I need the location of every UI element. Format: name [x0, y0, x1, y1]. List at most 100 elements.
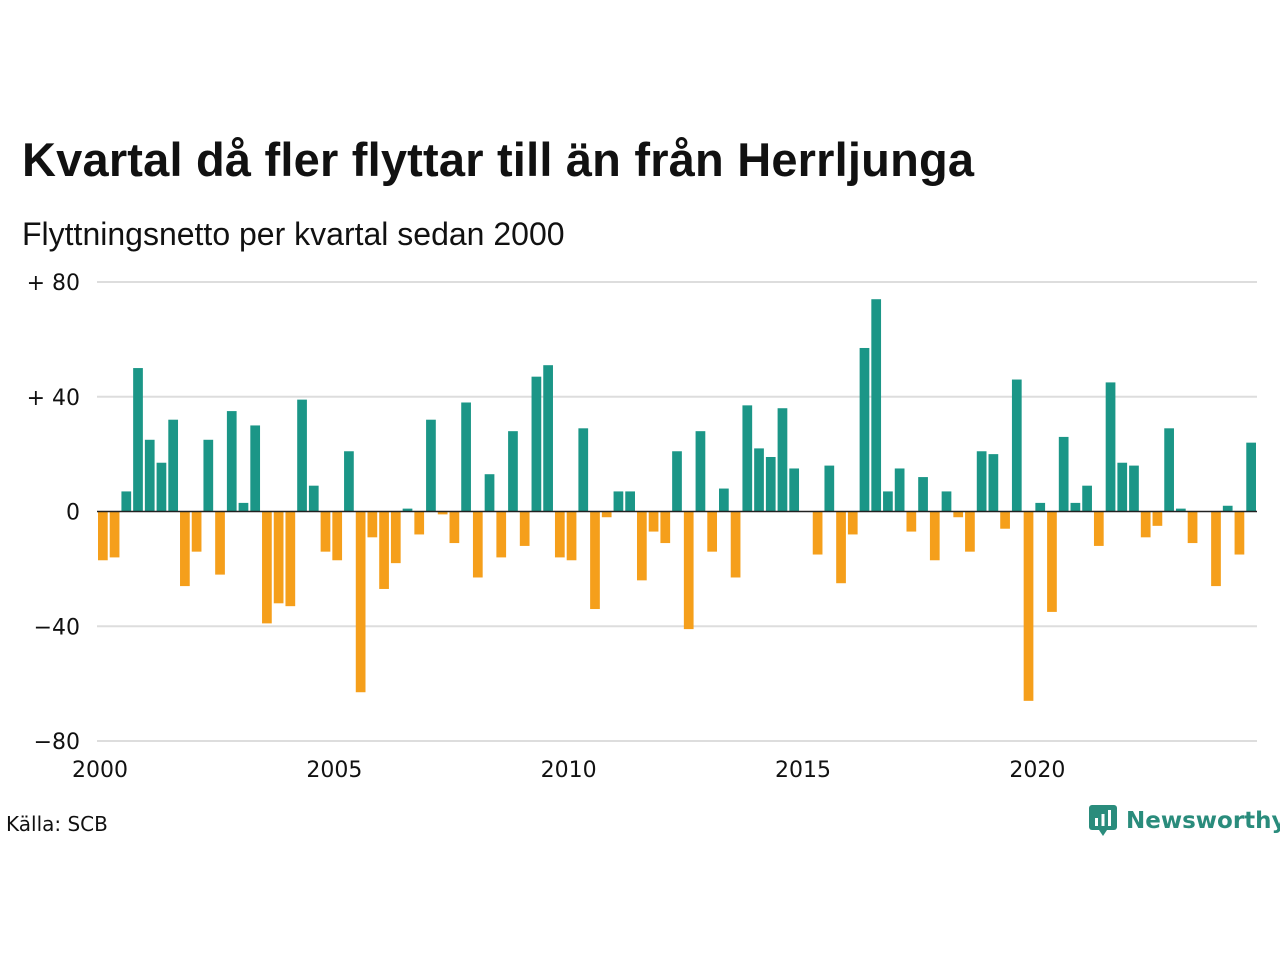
- x-axis-ticks: 2000 2005 2010 2015 2020: [72, 758, 1065, 783]
- bar: [730, 511, 741, 578]
- bar: [109, 511, 120, 558]
- bar: [273, 511, 284, 604]
- bar: [531, 376, 542, 512]
- bar: [554, 511, 565, 558]
- bar: [355, 511, 366, 693]
- bar: [918, 477, 928, 512]
- chart-subtitle: Flyttningsnetto per kvartal sedan 2000: [22, 216, 565, 252]
- bar: [1117, 462, 1128, 512]
- bar: [519, 511, 530, 546]
- bar: [1187, 511, 1198, 544]
- x-tick-label: 2000: [72, 758, 128, 783]
- bar: [250, 425, 261, 512]
- bar: [566, 511, 577, 561]
- bar: [484, 474, 495, 512]
- bar: [695, 431, 706, 512]
- bar: [1070, 502, 1081, 512]
- bar: [578, 428, 589, 512]
- bar: [894, 468, 905, 512]
- brand-name: Newsworthy: [1126, 808, 1280, 834]
- bar: [320, 511, 331, 552]
- newsworthy-icon: [1089, 805, 1117, 836]
- bar: [883, 491, 893, 512]
- bar: [824, 465, 835, 512]
- bar: [836, 511, 846, 584]
- x-tick-label: 2005: [306, 758, 362, 783]
- bar: [402, 508, 413, 512]
- bar: [168, 419, 179, 512]
- bar: [625, 491, 635, 512]
- x-tick-label: 2015: [775, 758, 831, 783]
- bar: [449, 511, 460, 544]
- bar: [1093, 511, 1104, 546]
- bar: [636, 511, 647, 581]
- bar: [941, 491, 952, 512]
- bar: [754, 448, 764, 512]
- gridlines: [97, 281, 1257, 742]
- bar: [1035, 502, 1046, 512]
- bar: [719, 488, 729, 512]
- bar: [461, 402, 471, 512]
- bar: [367, 511, 378, 538]
- bar: [672, 451, 682, 512]
- bar: [1164, 428, 1174, 512]
- brand-logo: Newsworthy: [1088, 804, 1280, 838]
- bar: [1211, 511, 1221, 587]
- bar: [1105, 382, 1116, 512]
- bar: [98, 511, 108, 561]
- bar: [191, 511, 202, 552]
- bar: [777, 408, 788, 512]
- y-tick-label: + 40: [27, 386, 80, 411]
- bar: [859, 347, 870, 512]
- y-tick-label: −80: [34, 730, 80, 755]
- y-tick-label: −40: [34, 615, 80, 640]
- bar: [707, 511, 718, 552]
- bar: [1082, 485, 1092, 512]
- bar: [121, 491, 132, 512]
- bar: [215, 511, 225, 575]
- y-axis-ticks: + 80 + 40 0 −40 −80: [27, 271, 80, 755]
- bar: [426, 419, 436, 512]
- y-tick-label: 0: [66, 501, 80, 526]
- bar: [1152, 511, 1163, 526]
- bar: [1129, 465, 1139, 512]
- y-tick-label: + 80: [27, 271, 80, 296]
- bar: [1023, 511, 1034, 701]
- bar: [262, 511, 272, 624]
- bar: [976, 451, 987, 512]
- bar: [472, 511, 483, 578]
- bar: [1058, 436, 1069, 512]
- x-tick-label: 2020: [1009, 758, 1065, 783]
- bar: [297, 399, 307, 512]
- bar: [226, 411, 237, 512]
- bar: [871, 299, 882, 512]
- bar: [929, 511, 940, 561]
- bar: [765, 456, 776, 512]
- bar: [496, 511, 507, 558]
- bar: [789, 468, 800, 512]
- bar: [156, 462, 167, 512]
- bar: [601, 511, 612, 518]
- bar: [332, 511, 343, 561]
- x-tick-label: 2010: [541, 758, 597, 783]
- bar: [648, 511, 659, 532]
- chart-title: Kvartal då fler flyttar till än från Her…: [22, 133, 975, 186]
- bar: [390, 511, 401, 564]
- bar: [437, 511, 448, 515]
- bar: [1234, 511, 1245, 555]
- bar: [660, 511, 671, 544]
- bar: [133, 368, 143, 512]
- bar: [953, 511, 964, 518]
- bar: [543, 365, 553, 512]
- bar: [847, 511, 858, 535]
- bar: [1246, 442, 1256, 512]
- bar: [1047, 511, 1057, 612]
- bar: [308, 485, 319, 512]
- bar: [238, 502, 249, 512]
- bars: [98, 299, 1256, 701]
- bar: [1011, 379, 1022, 512]
- bar: [965, 511, 975, 552]
- bar: [1140, 511, 1151, 538]
- bar: [414, 511, 425, 535]
